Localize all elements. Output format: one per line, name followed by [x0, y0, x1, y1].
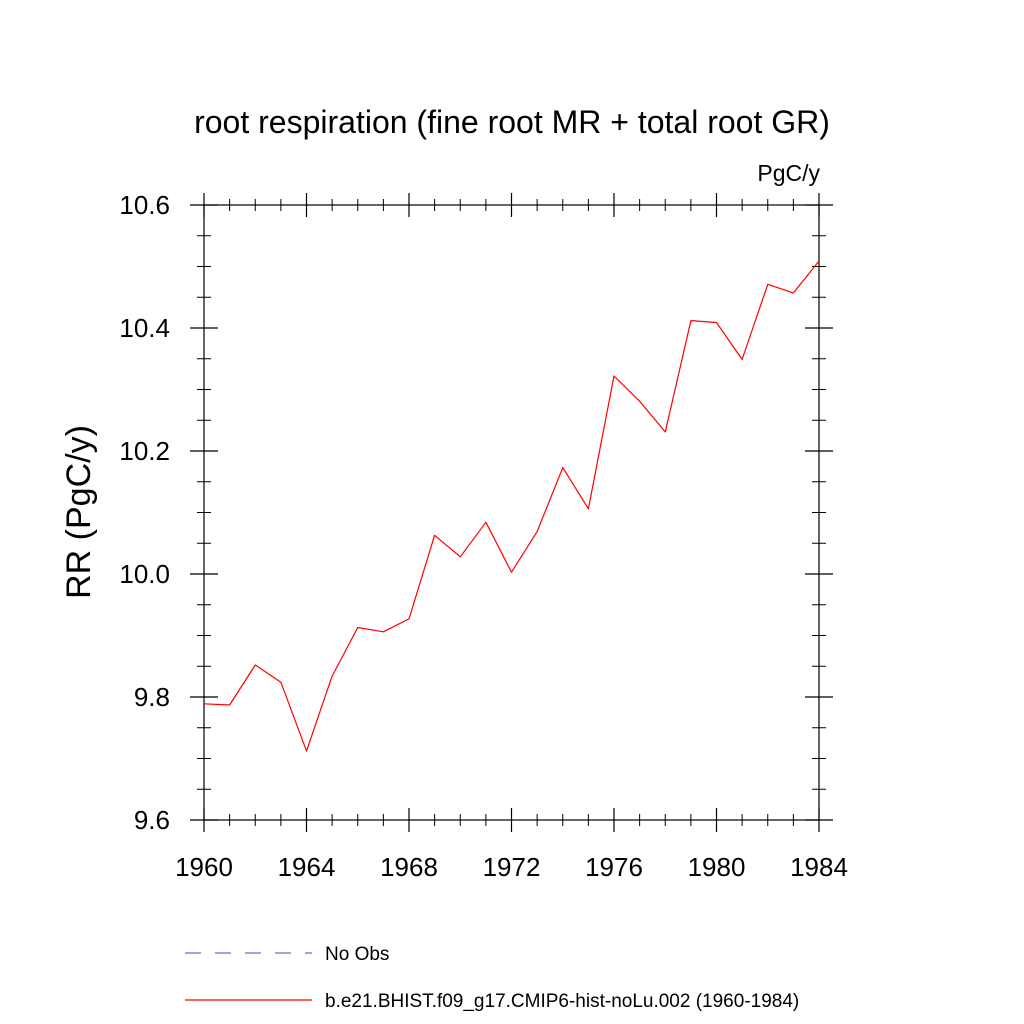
y-tick-label: 9.6 [134, 805, 170, 835]
series-line [203, 260, 820, 752]
legend: No Obs b.e21.BHIST.f09_g17.CMIP6-hist-no… [185, 944, 799, 1012]
x-tick-label: 1964 [278, 852, 336, 882]
x-tick-labels: 1960 1964 1968 1972 1976 1980 1984 [175, 852, 848, 882]
x-tick-label: 1960 [175, 852, 233, 882]
chart-title: root respiration (fine root MR + total r… [194, 104, 830, 140]
legend-label-model: b.e21.BHIST.f09_g17.CMIP6-hist-noLu.002 … [325, 991, 799, 1012]
x-tick-label: 1976 [585, 852, 643, 882]
y-tick-labels: 9.6 9.8 10.0 10.2 10.4 10.6 [119, 190, 170, 835]
y-tick-label: 10.0 [119, 559, 170, 589]
y-tick-label: 10.2 [119, 436, 170, 466]
plot-frame [203, 204, 820, 821]
y-axis-label: RR (PgC/y) [60, 425, 98, 599]
x-tick-label: 1968 [380, 852, 438, 882]
units-label: PgC/y [757, 160, 820, 186]
x-tick-label: 1972 [483, 852, 541, 882]
x-tick-label: 1980 [688, 852, 746, 882]
y-tick-label: 10.6 [119, 190, 170, 220]
legend-label-no-obs: No Obs [325, 944, 389, 965]
y-tick-label: 9.8 [134, 682, 170, 712]
x-tick-label: 1984 [790, 852, 848, 882]
axis-ticks [190, 193, 833, 832]
data-series [203, 260, 820, 752]
y-tick-label: 10.4 [119, 313, 170, 343]
